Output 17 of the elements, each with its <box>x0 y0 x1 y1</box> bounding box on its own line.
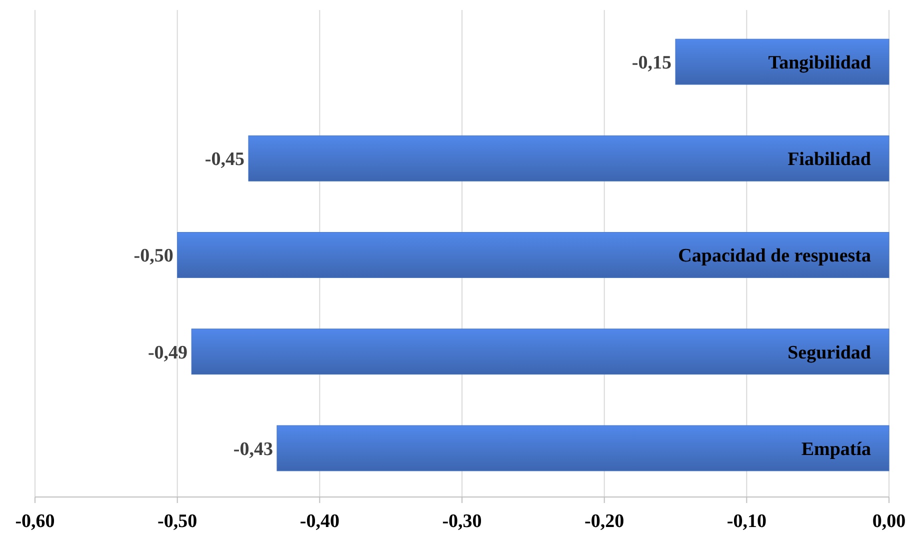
y-tick-label: Seguridad <box>788 342 872 364</box>
y-tick-label: Fiabilidad <box>788 149 872 170</box>
x-tick-label: -0,20 <box>584 511 624 532</box>
y-tick-label: Capacidad de respuesta <box>678 246 872 267</box>
x-tick-label: 0,00 <box>872 511 906 532</box>
data-label: -0,45 <box>204 149 244 170</box>
x-tick-label: -0,10 <box>726 511 766 532</box>
data-label: -0,49 <box>148 342 188 364</box>
data-label: -0,15 <box>632 52 672 74</box>
y-tick-label: Empatía <box>801 438 872 460</box>
x-tick-label: -0,30 <box>442 511 482 532</box>
x-tick-label: -0,50 <box>158 511 198 532</box>
y-tick-label: Tangibilidad <box>768 52 872 74</box>
data-label: -0,50 <box>134 246 174 267</box>
x-tick-label: -0,60 <box>15 511 55 532</box>
data-label: -0,43 <box>233 438 273 460</box>
x-tick-label: -0,40 <box>300 511 340 532</box>
